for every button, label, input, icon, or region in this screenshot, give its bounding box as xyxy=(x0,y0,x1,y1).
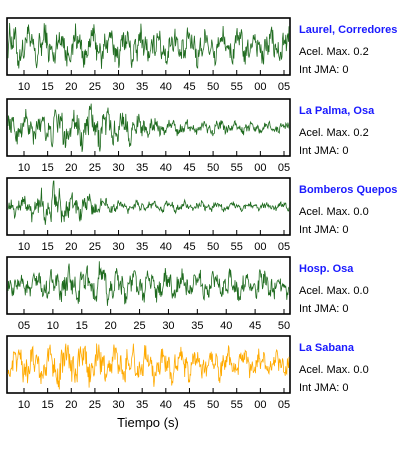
int-jma-label: Int JMA: 0 xyxy=(299,224,349,236)
x-tick-label: 35 xyxy=(191,320,203,332)
x-tick-label: 15 xyxy=(42,399,54,411)
x-tick-label: 20 xyxy=(65,399,77,411)
int-jma-label: Int JMA: 0 xyxy=(299,64,349,76)
acel-max-label: Acel. Max. 0.2 xyxy=(299,127,369,139)
x-tick-label: 45 xyxy=(183,162,195,174)
int-jma-label: Int JMA: 0 xyxy=(299,382,349,394)
x-tick-label: 40 xyxy=(160,399,172,411)
x-tick-label: 30 xyxy=(112,162,124,174)
x-tick-label: 25 xyxy=(133,320,145,332)
x-tick-label: 45 xyxy=(183,81,195,93)
x-tick-label: 10 xyxy=(18,241,30,253)
x-tick-label: 40 xyxy=(220,320,232,332)
x-tick-label: 10 xyxy=(47,320,59,332)
x-tick-label: 00 xyxy=(254,81,266,93)
station-name: Bomberos Quepos xyxy=(299,184,397,196)
panel-3: 10 15 20 25 30 35 40 45 50 55 00 05 Bomberos Quepos A… xyxy=(6,177,397,253)
x-tick-label: 35 xyxy=(136,81,148,93)
x-tick-label: 50 xyxy=(207,399,219,411)
waveform-trace xyxy=(7,343,290,390)
panel-frame xyxy=(6,256,291,315)
x-tick-label: 50 xyxy=(207,81,219,93)
station-name: La Sabana xyxy=(299,342,355,354)
x-tick-label: 30 xyxy=(112,399,124,411)
x-tick-label: 30 xyxy=(162,320,174,332)
x-tick-label: 40 xyxy=(160,162,172,174)
x-tick-label: 50 xyxy=(207,241,219,253)
x-tick-label: 20 xyxy=(65,81,77,93)
acel-max-label: Acel. Max. 0.0 xyxy=(299,364,369,376)
x-tick-label: 25 xyxy=(89,81,101,93)
x-tick-label: 00 xyxy=(254,399,266,411)
x-tick-label: 20 xyxy=(65,241,77,253)
x-tick-label: 35 xyxy=(136,162,148,174)
acel-max-label: Acel. Max. 0.0 xyxy=(299,206,369,218)
x-tick-label: 05 xyxy=(278,81,290,93)
x-axis-label: Tiempo (s) xyxy=(117,415,179,430)
panel-1: 10 15 20 25 30 35 40 45 50 55 00 05 Laurel, Corredor… xyxy=(6,17,397,93)
panel-frame xyxy=(6,335,291,394)
waveform-trace xyxy=(7,261,290,306)
x-tick-label: 45 xyxy=(249,320,261,332)
x-tick-label: 45 xyxy=(183,241,195,253)
x-tick-label: 40 xyxy=(160,81,172,93)
x-tick-label: 10 xyxy=(18,81,30,93)
x-tick-label: 10 xyxy=(18,399,30,411)
x-tick-label: 00 xyxy=(254,162,266,174)
x-tick-label: 30 xyxy=(112,81,124,93)
x-tick-label: 35 xyxy=(136,241,148,253)
x-tick-label: 05 xyxy=(278,162,290,174)
station-name: La Palma, Osa xyxy=(299,105,375,117)
x-tick-label: 25 xyxy=(89,399,101,411)
panels-group: 10 15 20 25 30 35 40 45 50 55 00 05 Laurel, Corredor… xyxy=(6,17,397,411)
x-tick-label: 55 xyxy=(231,81,243,93)
x-tick-label: 05 xyxy=(18,320,30,332)
x-tick-label: 40 xyxy=(160,241,172,253)
x-tick-label: 50 xyxy=(278,320,290,332)
x-tick-label: 15 xyxy=(42,241,54,253)
x-tick-label: 15 xyxy=(76,320,88,332)
x-tick-label: 55 xyxy=(231,399,243,411)
station-name: Laurel, Corredores xyxy=(299,24,397,36)
int-jma-label: Int JMA: 0 xyxy=(299,303,349,315)
panel-frame xyxy=(6,98,291,157)
x-tick-label: 50 xyxy=(207,162,219,174)
waveform-trace xyxy=(7,103,290,152)
x-tick-label: 25 xyxy=(89,241,101,253)
x-tick-label: 45 xyxy=(183,399,195,411)
x-tick-label: 00 xyxy=(254,241,266,253)
panel-frame xyxy=(6,17,291,76)
x-tick-label: 55 xyxy=(231,241,243,253)
x-tick-label: 10 xyxy=(18,162,30,174)
x-tick-label: 20 xyxy=(65,162,77,174)
x-tick-label: 15 xyxy=(42,81,54,93)
x-tick-label: 15 xyxy=(42,162,54,174)
acel-max-label: Acel. Max. 0.0 xyxy=(299,285,369,297)
x-tick-label: 55 xyxy=(231,162,243,174)
station-name: Hosp. Osa xyxy=(299,263,354,275)
panel-frame xyxy=(6,177,291,236)
x-tick-label: 05 xyxy=(278,241,290,253)
x-tick-label: 35 xyxy=(136,399,148,411)
x-tick-label: 05 xyxy=(278,399,290,411)
acel-max-label: Acel. Max. 0.2 xyxy=(299,46,369,58)
waveform-trace xyxy=(7,180,290,225)
x-tick-label: 30 xyxy=(112,241,124,253)
panel-5: 10 15 20 25 30 35 40 45 50 55 00 05 La Sabana Acel. M… xyxy=(6,335,369,411)
panel-2: 10 15 20 25 30 35 40 45 50 55 00 05 La Palma, Osa Ace… xyxy=(6,98,375,174)
panel-4: 05 10 15 20 25 30 35 40 45 50 Hosp. Osa Acel. Max. … xyxy=(6,256,369,332)
waveform-trace xyxy=(7,22,290,69)
int-jma-label: Int JMA: 0 xyxy=(299,145,349,157)
x-tick-label: 20 xyxy=(105,320,117,332)
x-tick-label: 25 xyxy=(89,162,101,174)
